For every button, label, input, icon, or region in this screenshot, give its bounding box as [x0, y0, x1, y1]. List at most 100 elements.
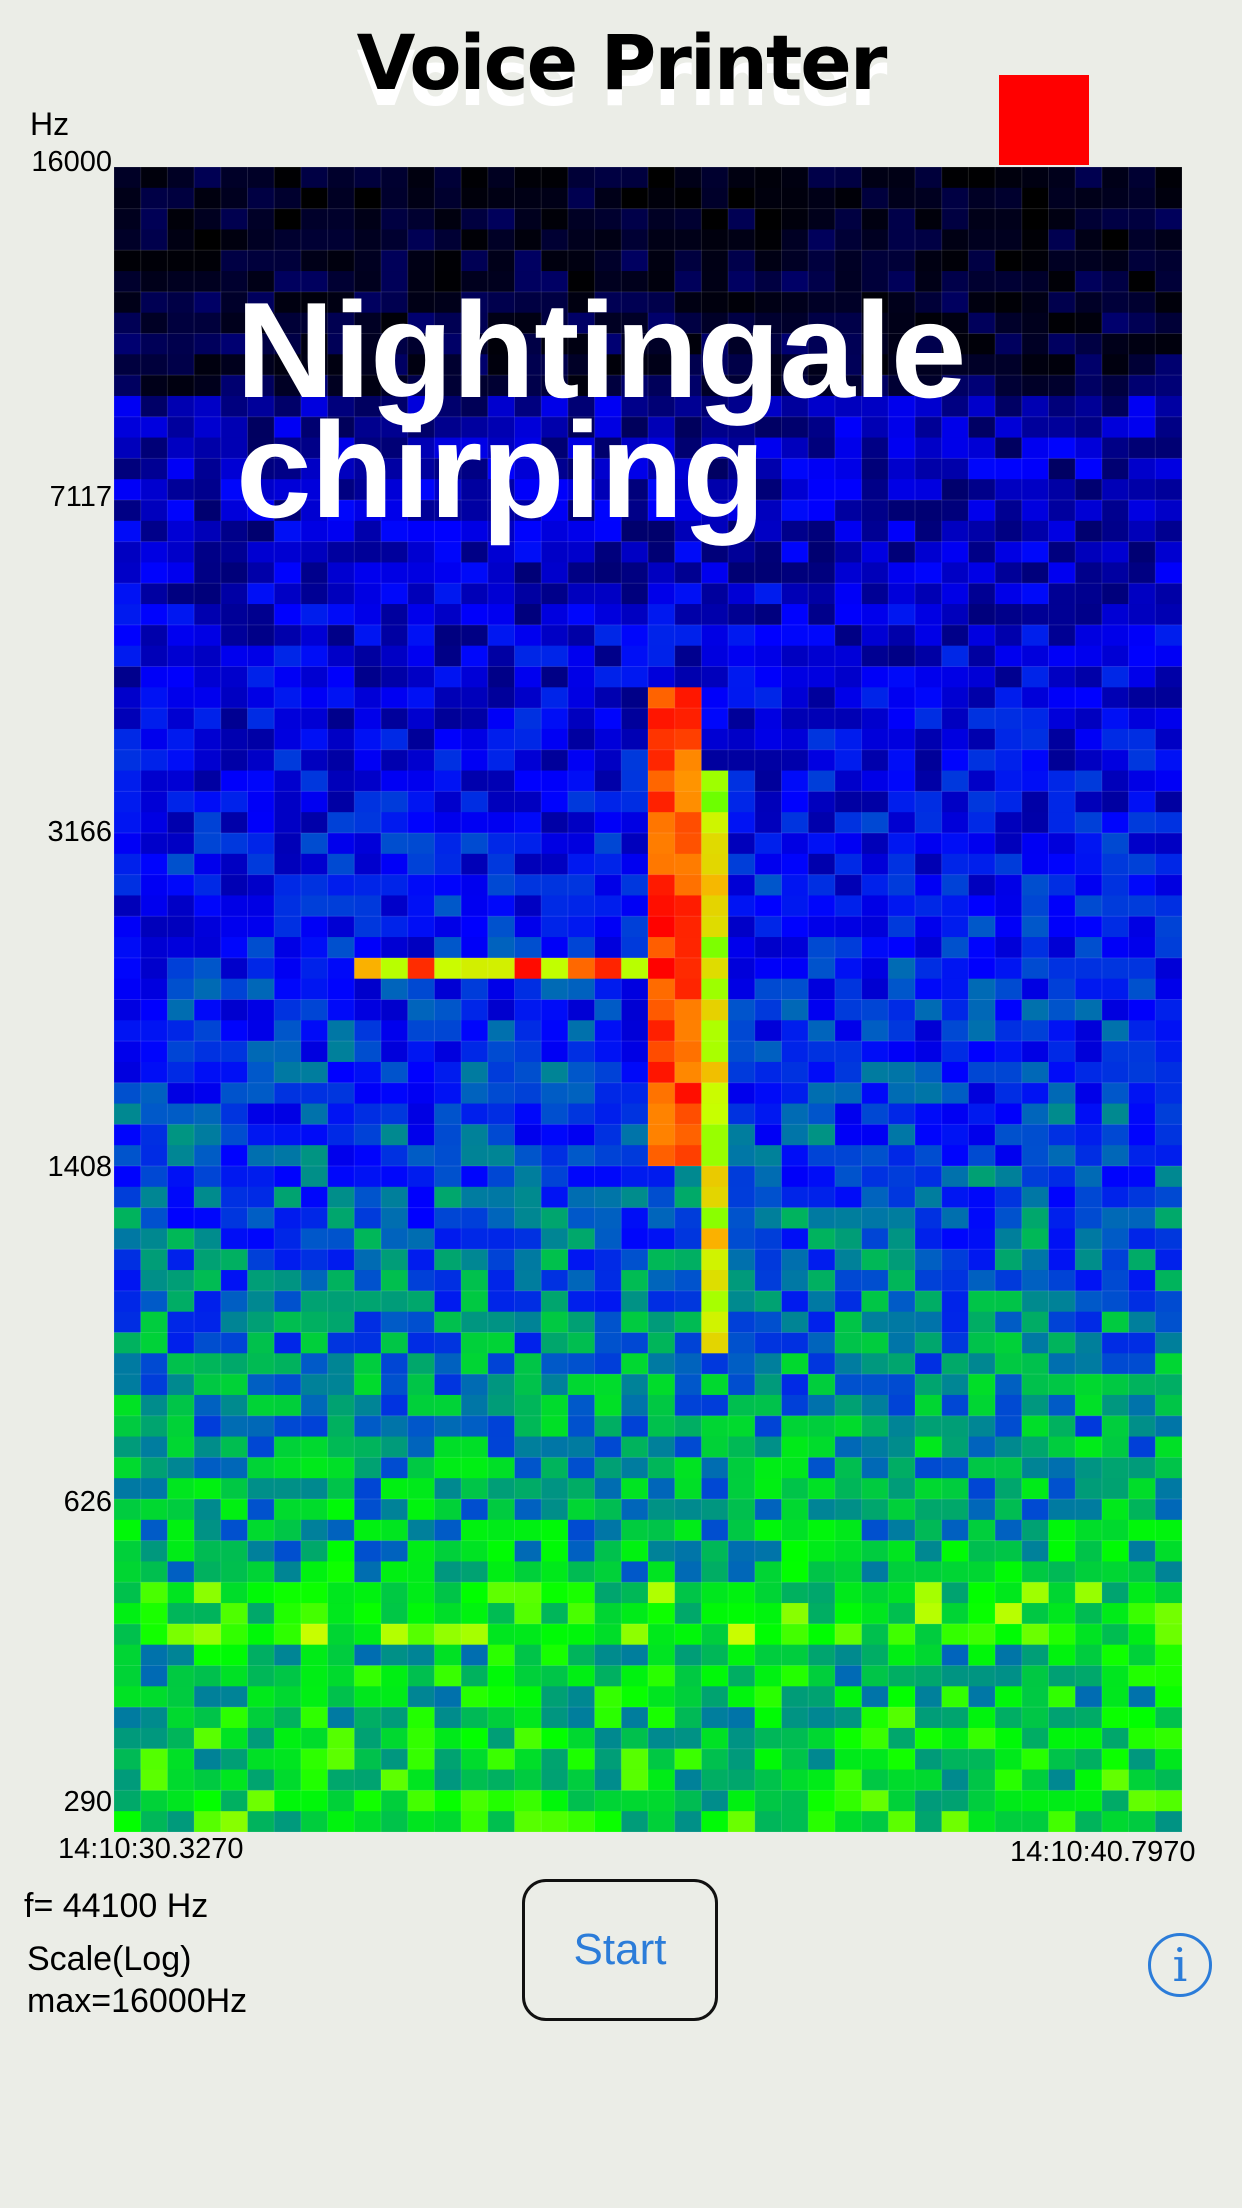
spectrogram-cell — [461, 458, 489, 480]
spectrogram-cell — [434, 167, 462, 189]
spectrogram-cell — [247, 291, 275, 314]
spectrogram-cell — [167, 1478, 195, 1500]
spectrogram-cell — [247, 1748, 275, 1770]
spectrogram-cell — [1075, 604, 1103, 626]
spectrogram-cell — [834, 208, 862, 230]
spectrogram-cell — [621, 645, 649, 667]
spectrogram-cell — [407, 1769, 435, 1791]
spectrogram-cell — [648, 1061, 676, 1084]
spectrogram-cell — [220, 1644, 248, 1666]
spectrogram-cell — [194, 167, 222, 189]
spectrogram-cell — [1021, 479, 1049, 501]
spectrogram-cell — [594, 458, 622, 480]
spectrogram-cell — [861, 1499, 889, 1521]
spectrogram-cell — [461, 1374, 489, 1396]
spectrogram-cell — [381, 1394, 409, 1417]
spectrogram-cell — [327, 1748, 355, 1770]
spectrogram-cell — [1021, 1727, 1049, 1750]
spectrogram-cell — [888, 416, 916, 438]
spectrogram-cell — [594, 500, 622, 522]
spectrogram-cell — [834, 1436, 862, 1458]
spectrogram-cell — [167, 375, 195, 397]
spectrogram-cell — [327, 562, 355, 584]
spectrogram-cell — [541, 1249, 569, 1271]
spectrogram-cell — [381, 624, 409, 647]
spectrogram-cell — [461, 312, 489, 334]
spectrogram-cell — [514, 1270, 542, 1292]
spectrogram-cell — [941, 1270, 969, 1292]
spectrogram-cell — [834, 1499, 862, 1521]
spectrogram-cell — [621, 1290, 649, 1313]
spectrogram-cell — [1101, 541, 1129, 563]
spectrogram-cell — [167, 978, 195, 1000]
spectrogram-cell — [381, 916, 409, 938]
start-button[interactable]: Start — [522, 1879, 718, 2021]
spectrogram-cell — [781, 1166, 809, 1188]
spectrogram-cell — [220, 749, 248, 771]
spectrogram-cell — [381, 1769, 409, 1791]
spectrogram-cell — [354, 1727, 382, 1750]
spectrogram-cell — [888, 999, 916, 1021]
spectrogram-cell — [514, 1561, 542, 1583]
spectrogram-cell — [140, 1686, 168, 1708]
spectrogram-cell — [861, 1623, 889, 1646]
spectrogram-cell — [1021, 541, 1049, 563]
spectrogram-cell — [1075, 167, 1103, 189]
spectrogram-cell — [861, 645, 889, 667]
spectrogram-cell — [354, 187, 382, 210]
spectrogram-cell — [461, 416, 489, 438]
spectrogram-cell — [968, 354, 996, 376]
spectrogram-cell — [114, 1394, 142, 1417]
spectrogram-cell — [861, 583, 889, 605]
spectrogram-cell — [754, 1415, 782, 1437]
spectrogram-cell — [167, 562, 195, 584]
spectrogram-cell — [995, 645, 1023, 667]
spectrogram-cell — [514, 978, 542, 1000]
spectrogram-cell — [1048, 1186, 1076, 1209]
spectrogram-cell — [461, 291, 489, 314]
spectrogram-cell — [567, 1249, 595, 1271]
spectrogram-cell — [114, 999, 142, 1021]
spectrogram-cell — [514, 1790, 542, 1812]
spectrogram-cell — [594, 728, 622, 751]
spectrogram-cell — [514, 250, 542, 272]
spectrogram-cell — [1128, 791, 1156, 813]
spectrogram-cell — [487, 1145, 515, 1167]
spectrogram-cell — [995, 1415, 1023, 1437]
spectrogram-cell — [701, 833, 729, 855]
spectrogram-cell — [220, 1707, 248, 1729]
spectrogram-cell — [1101, 833, 1129, 855]
spectrogram-cell — [274, 1228, 302, 1250]
spectrogram-cell — [514, 1311, 542, 1333]
spectrogram-cell — [754, 1540, 782, 1562]
spectrogram-cell — [1021, 791, 1049, 813]
spectrogram-cell — [968, 1124, 996, 1146]
info-icon[interactable]: i — [1148, 1933, 1212, 1997]
spectrogram-cell — [701, 624, 729, 647]
spectrogram-cell — [995, 937, 1023, 959]
spectrogram-cell — [220, 583, 248, 605]
spectrogram-cell — [300, 1394, 328, 1417]
spectrogram-cell — [701, 666, 729, 688]
spectrogram-cell — [461, 437, 489, 459]
spectrogram-cell — [1101, 1707, 1129, 1729]
spectrogram-cell — [114, 1353, 142, 1375]
spectrogram-cell — [381, 1561, 409, 1583]
spectrogram-cell — [995, 749, 1023, 771]
spectrogram-cell — [487, 645, 515, 667]
spectrogram-cell — [968, 1769, 996, 1791]
spectrogram-cell — [407, 291, 435, 314]
spectrogram-cell — [754, 1748, 782, 1770]
spectrogram-cell — [567, 1811, 595, 1832]
spectrogram-cell — [728, 458, 756, 480]
spectrogram-gridlines — [114, 167, 1182, 1832]
spectrogram-cell — [915, 812, 943, 834]
spectrogram-cell — [434, 1478, 462, 1500]
spectrogram-cell — [728, 791, 756, 813]
spectrogram-cell — [300, 437, 328, 459]
spectrogram-cell — [487, 1270, 515, 1292]
spectrogram-cell — [941, 1332, 969, 1354]
spectrogram-cell — [220, 957, 248, 980]
spectrogram-cell — [648, 1415, 676, 1437]
spectrogram-cell — [968, 937, 996, 959]
